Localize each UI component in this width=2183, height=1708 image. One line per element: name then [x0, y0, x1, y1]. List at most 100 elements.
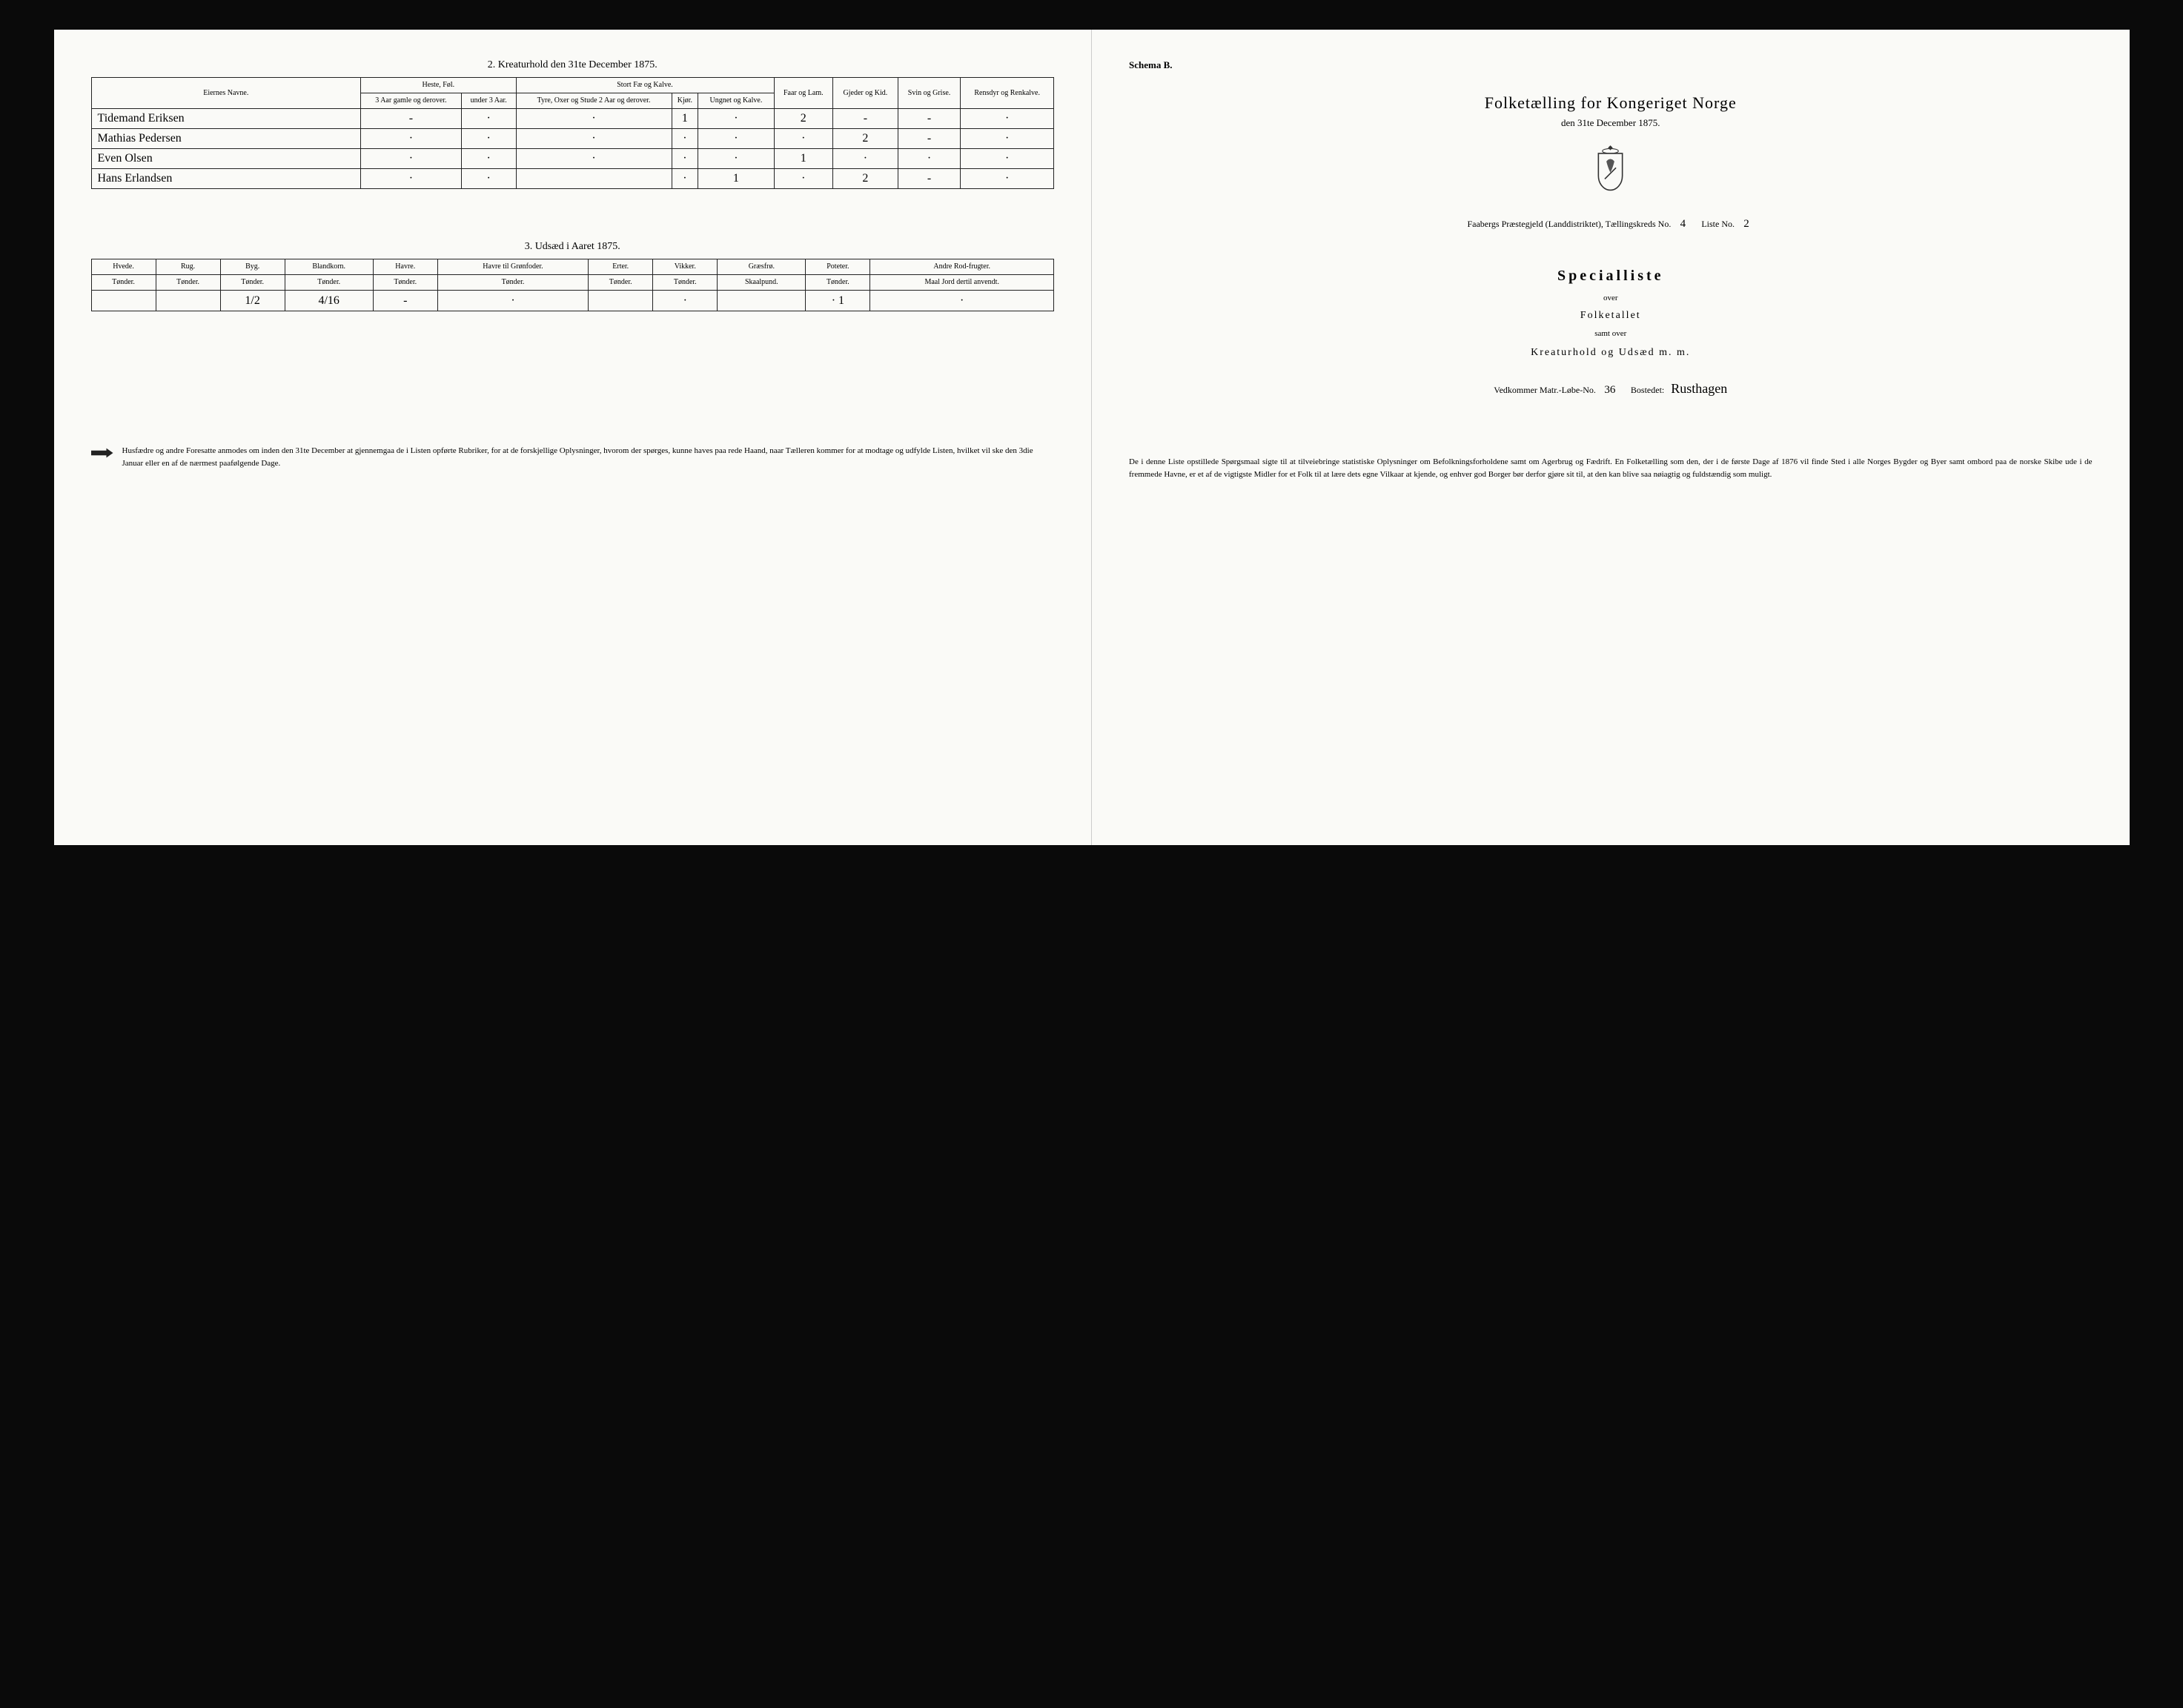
udsaed-value: · [437, 291, 588, 311]
cell-value: 2 [833, 129, 898, 149]
coat-of-arms-icon [1129, 144, 2093, 199]
samt-over: samt over [1129, 329, 2093, 338]
cell-value: · [361, 129, 462, 149]
udsaed-value: · [653, 291, 718, 311]
udsaed-col: Havre til Grønfoder. [437, 259, 588, 275]
udsaed-value: 4/16 [285, 291, 373, 311]
date-line: den 31te December 1875. [1129, 117, 2093, 129]
udsaed-unit: Tønder. [373, 275, 437, 291]
cell-value: 1 [774, 149, 833, 169]
liste-no: 2 [1739, 218, 1754, 231]
district-prefix: Faabergs Præstegjeld (Landdistriktet), T… [1467, 219, 1671, 229]
kreatur-line: Kreaturhold og Udsæd m. m. [1129, 347, 2093, 359]
udsaed-col: Græsfrø. [718, 259, 806, 275]
udsaed-col: Erter. [589, 259, 653, 275]
udsaed-col: Rug. [156, 259, 220, 275]
udsaed-data-row: 1/24/16-··· 1· [91, 291, 1054, 311]
matr-no: 36 [1603, 384, 1617, 397]
udsaed-col: Hvede. [91, 259, 156, 275]
cell-value: · [672, 129, 698, 149]
cell-value: · [516, 109, 672, 129]
col-stort-kjor: Kjør. [672, 93, 698, 109]
udsaed-value [156, 291, 220, 311]
cell-value: - [833, 109, 898, 129]
schema-label: Schema B. [1129, 59, 2093, 71]
owner-name: Hans Erlandsen [91, 169, 361, 189]
cell-value: · [461, 169, 516, 189]
udsaed-col: Havre. [373, 259, 437, 275]
udsaed-value: · [870, 291, 1054, 311]
cell-value: · [698, 149, 774, 169]
specialliste-title: Specialliste [1129, 268, 2093, 285]
udsaed-col: Vikker. [653, 259, 718, 275]
cell-value: · [698, 109, 774, 129]
cell-value: · [516, 149, 672, 169]
cell-value: - [898, 109, 961, 129]
cell-value: 1 [672, 109, 698, 129]
cell-value: - [361, 109, 462, 129]
col-name: Eiernes Navne. [91, 78, 361, 109]
cell-value: · [461, 129, 516, 149]
udsaed-unit: Tønder. [91, 275, 156, 291]
cell-value: · [961, 109, 1054, 129]
bostedet-value: Rusthagen [1671, 381, 1727, 397]
cell-value: · [461, 109, 516, 129]
cell-value: · [898, 149, 961, 169]
table-row: Hans Erlandsen···1·2-· [91, 169, 1054, 189]
pointing-hand-icon [91, 447, 113, 459]
udsaed-value: · 1 [806, 291, 870, 311]
cell-value: - [898, 129, 961, 149]
vedkommer-line: Vedkommer Matr.-Løbe-No. 36 Bostedet: Ru… [1129, 381, 2093, 397]
document-scan: 2. Kreaturhold den 31te December 1875. E… [54, 30, 2130, 845]
folketallet: Folketallet [1129, 310, 2093, 322]
udsaed-unit: Tønder. [156, 275, 220, 291]
udsaed-value: - [373, 291, 437, 311]
owner-name: Mathias Pedersen [91, 129, 361, 149]
cell-value: · [833, 149, 898, 169]
udsaed-unit: Tønder. [437, 275, 588, 291]
cell-value: · [361, 169, 462, 189]
col-heste-under3: under 3 Aar. [461, 93, 516, 109]
cell-value: · [961, 129, 1054, 149]
udsaed-unit: Tønder. [220, 275, 285, 291]
udsaed-unit: Tønder. [285, 275, 373, 291]
table-row: Mathias Pedersen······2-· [91, 129, 1054, 149]
kreaturhold-body: Tidemand Eriksen-··1·2--·Mathias Pederse… [91, 109, 1054, 189]
cell-value: · [698, 129, 774, 149]
col-ren: Rensdyr og Renkalve. [961, 78, 1054, 109]
owner-name: Tidemand Eriksen [91, 109, 361, 129]
cell-value: - [898, 169, 961, 189]
cell-value: · [672, 169, 698, 189]
col-stort-ung: Ungnet og Kalve. [698, 93, 774, 109]
col-stort: Stort Fæ og Kalve. [516, 78, 774, 93]
cell-value: · [361, 149, 462, 169]
footer-note-text: Husfædre og andre Foresatte anmodes om i… [122, 445, 1055, 469]
kreds-no: 4 [1675, 218, 1690, 231]
right-footer-paragraph: De i denne Liste opstillede Spørgsmaal s… [1129, 456, 2093, 480]
left-page: 2. Kreaturhold den 31te December 1875. E… [54, 30, 1093, 845]
cell-value: · [774, 129, 833, 149]
udsaed-unit: Skaalpund. [718, 275, 806, 291]
over-1: over [1129, 294, 2093, 302]
udsaed-value [589, 291, 653, 311]
udsaed-value [718, 291, 806, 311]
kreaturhold-table: Eiernes Navne. Heste, Føl. Stort Fæ og K… [91, 77, 1055, 189]
udsaed-unit: Tønder. [653, 275, 718, 291]
udsaed-value: 1/2 [220, 291, 285, 311]
cell-value: · [672, 149, 698, 169]
udsaed-units-row: Tønder.Tønder.Tønder.Tønder.Tønder.Tønde… [91, 275, 1054, 291]
col-heste: Heste, Føl. [361, 78, 516, 93]
col-gjeder: Gjeder og Kid. [833, 78, 898, 109]
right-page: Schema B. Folketælling for Kongeriget No… [1092, 30, 2130, 845]
cell-value: · [516, 129, 672, 149]
udsaed-col: Blandkorn. [285, 259, 373, 275]
udsaed-col: Andre Rod-frugter. [870, 259, 1054, 275]
udsaed-header-row: Hvede.Rug.Byg.Blandkorn.Havre.Havre til … [91, 259, 1054, 275]
left-footer-note: Husfædre og andre Foresatte anmodes om i… [91, 445, 1055, 469]
table-row: Even Olsen·····1··· [91, 149, 1054, 169]
cell-value: · [461, 149, 516, 169]
udsaed-unit: Tønder. [806, 275, 870, 291]
col-svin: Svin og Grise. [898, 78, 961, 109]
cell-value: 2 [833, 169, 898, 189]
cell-value [516, 169, 672, 189]
